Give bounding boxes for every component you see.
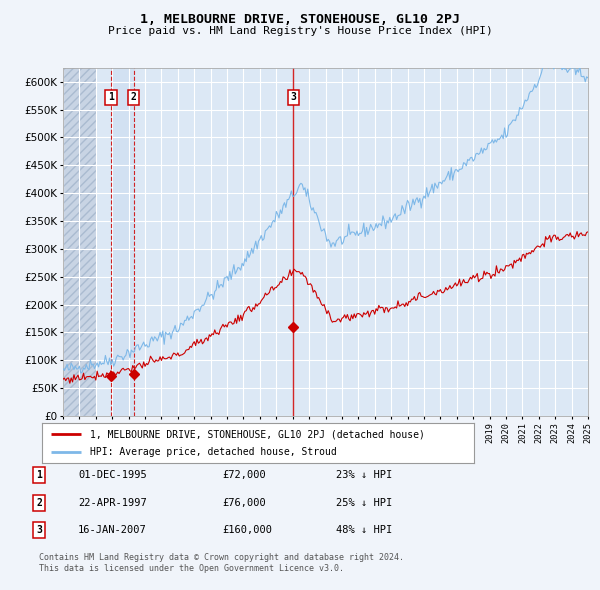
Text: 25% ↓ HPI: 25% ↓ HPI [336,498,392,507]
Text: 22-APR-1997: 22-APR-1997 [78,498,147,507]
Text: 3: 3 [290,93,296,103]
Text: £160,000: £160,000 [222,526,272,535]
Text: 16-JAN-2007: 16-JAN-2007 [78,526,147,535]
Text: £72,000: £72,000 [222,470,266,480]
Bar [111,68,134,416]
Text: Price paid vs. HM Land Registry's House Price Index (HPI): Price paid vs. HM Land Registry's House … [107,26,493,36]
Text: 2: 2 [131,93,137,103]
Text: 1, MELBOURNE DRIVE, STONEHOUSE, GL10 2PJ: 1, MELBOURNE DRIVE, STONEHOUSE, GL10 2PJ [140,13,460,26]
Text: 2: 2 [36,498,42,507]
Text: 1: 1 [108,93,114,103]
Text: 1, MELBOURNE DRIVE, STONEHOUSE, GL10 2PJ (detached house): 1, MELBOURNE DRIVE, STONEHOUSE, GL10 2PJ… [89,430,424,440]
Text: HPI: Average price, detached house, Stroud: HPI: Average price, detached house, Stro… [89,447,336,457]
Text: Contains HM Land Registry data © Crown copyright and database right 2024.: Contains HM Land Registry data © Crown c… [39,553,404,562]
Text: 3: 3 [36,526,42,535]
Text: 48% ↓ HPI: 48% ↓ HPI [336,526,392,535]
Text: 01-DEC-1995: 01-DEC-1995 [78,470,147,480]
Text: This data is licensed under the Open Government Licence v3.0.: This data is licensed under the Open Gov… [39,565,344,573]
Text: £76,000: £76,000 [222,498,266,507]
Text: 1: 1 [36,470,42,480]
Text: 23% ↓ HPI: 23% ↓ HPI [336,470,392,480]
Bar [63,68,96,416]
